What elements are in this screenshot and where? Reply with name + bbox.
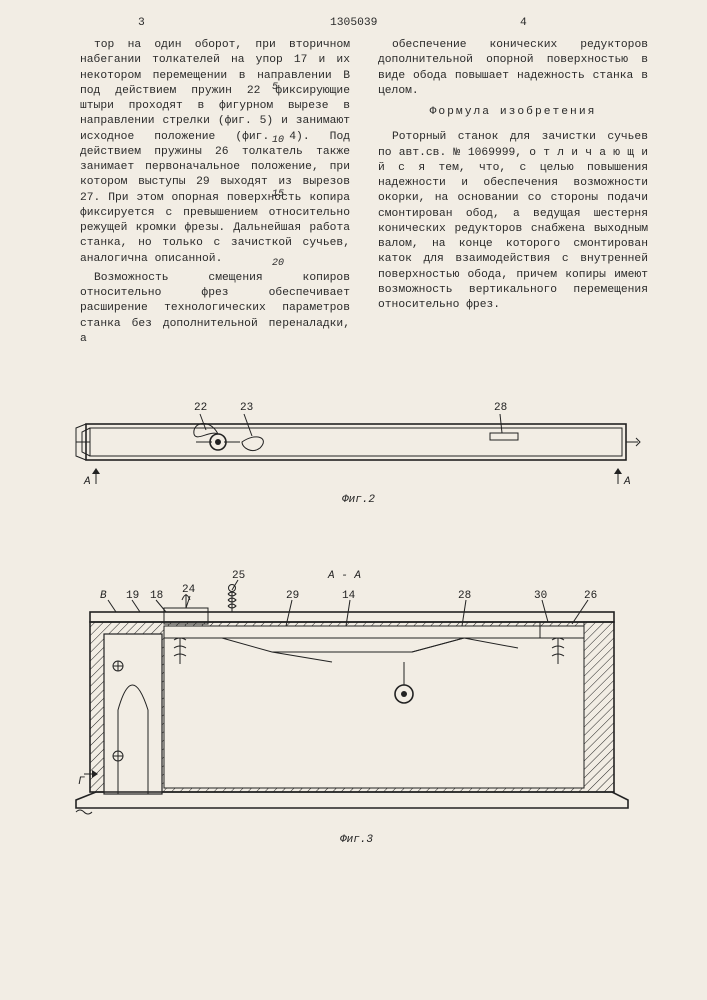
fig3-label-24: 24	[182, 584, 196, 596]
line-marker-10: 10	[272, 134, 284, 148]
left-column: тор на один оборот, при вторичном набега…	[80, 38, 350, 347]
fig3-label-28: 28	[458, 590, 471, 602]
fig3-caption: Фиг.3	[340, 834, 373, 846]
page-number-right: 4	[520, 16, 527, 31]
fig3-label-G: Г	[78, 776, 85, 788]
fig3-label-19: 19	[126, 590, 139, 602]
fig3-label-14: 14	[342, 590, 356, 602]
right-col-p1: обеспечение конических редукторов дополн…	[378, 38, 648, 99]
line-marker-5: 5	[272, 81, 278, 95]
page-header: 3 1305039 4	[0, 0, 707, 30]
line-marker-20: 20	[272, 257, 284, 271]
fig3-label-18: 18	[150, 590, 163, 602]
right-col-p2: Роторный станок для зачистки сучьев по а…	[378, 130, 648, 313]
right-column: обеспечение конических редукторов дополн…	[378, 38, 648, 347]
fig3-label-26: 26	[584, 590, 597, 602]
text-columns: тор на один оборот, при вторичном набега…	[0, 30, 707, 347]
fig2-label-22: 22	[194, 402, 207, 414]
document-number: 1305039	[330, 16, 377, 31]
figure-3: А - А В 19 18 2	[72, 560, 632, 860]
fig2-label-28: 28	[494, 402, 507, 414]
claims-title: Формула изобретения	[378, 105, 648, 120]
fig2-label-23: 23	[240, 402, 253, 414]
fig2-section-a-left: А	[83, 476, 91, 488]
fig2-section-a-right: А	[623, 476, 631, 488]
fig3-label-B: В	[100, 590, 107, 602]
left-col-p1: тор на один оборот, при вторичном набега…	[80, 38, 350, 267]
fig2-caption: Фиг.2	[342, 494, 375, 504]
left-col-p2: Возможность смещения копиров относительн…	[80, 271, 350, 347]
fig3-label-30: 30	[534, 590, 547, 602]
fig3-label-25: 25	[232, 570, 245, 582]
page-number-left: 3	[138, 16, 145, 31]
line-marker-15: 15	[272, 188, 284, 202]
figure-2: 22 23 28 А А Фиг.2	[70, 384, 642, 504]
fig3-label-29: 29	[286, 590, 299, 602]
fig3-title: А - А	[327, 570, 361, 582]
